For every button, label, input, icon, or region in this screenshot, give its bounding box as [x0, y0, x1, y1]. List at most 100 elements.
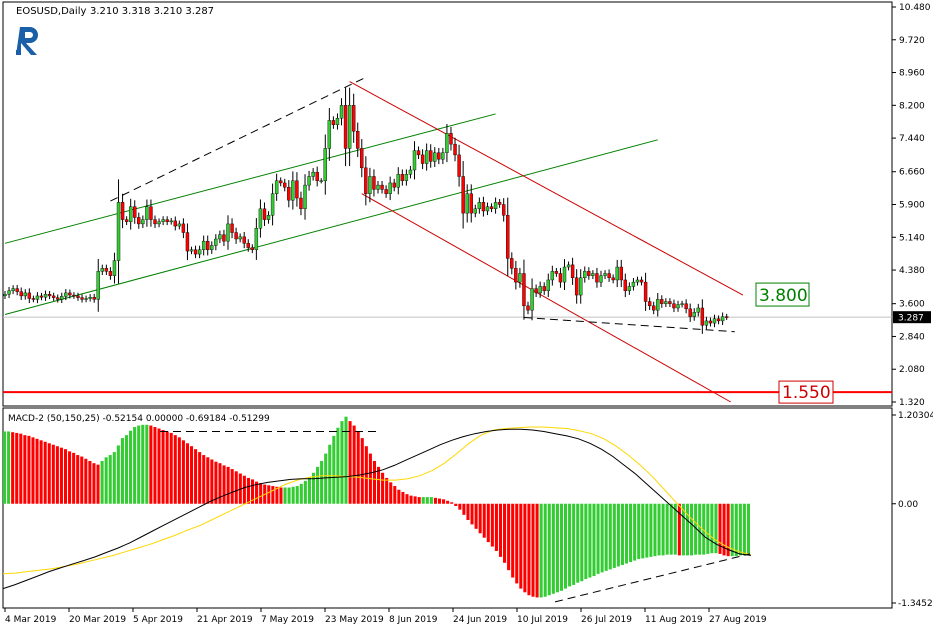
x-tick-label: 5 Apr 2019 — [133, 615, 183, 625]
descending-channel-upper — [349, 81, 744, 296]
candle-body — [473, 208, 478, 214]
candle-body — [35, 295, 40, 300]
candle-body — [627, 286, 632, 291]
candle-body — [153, 219, 157, 225]
candle-body — [15, 288, 19, 292]
macd-bar — [145, 424, 149, 504]
candle-body — [420, 154, 425, 164]
macd-bar — [43, 441, 47, 504]
macd-tick-label: 0.00 — [898, 500, 918, 510]
macd-bar — [108, 455, 112, 504]
macd-bar — [340, 421, 344, 504]
macd-bar — [35, 438, 39, 504]
macd-bar — [559, 503, 563, 591]
candle-body — [696, 307, 700, 313]
candle-body — [157, 221, 161, 225]
macd-bar — [31, 437, 35, 504]
candle-body — [445, 133, 449, 153]
macd-bar — [190, 446, 194, 504]
candle-body — [364, 167, 368, 194]
macd-bar — [572, 503, 576, 585]
macd-bar — [246, 477, 250, 504]
macd-bar — [15, 432, 19, 504]
candle-body — [266, 215, 271, 220]
candle-body — [493, 202, 498, 210]
candle-body — [226, 223, 230, 242]
macd-bar — [76, 455, 80, 504]
macd-bar — [287, 487, 291, 504]
candle-body — [222, 234, 226, 242]
candle-body — [497, 202, 502, 205]
candle-body — [400, 174, 405, 181]
macd-bar — [23, 435, 27, 504]
macd-bar — [39, 440, 43, 504]
resistance-label-box — [755, 282, 810, 307]
macd-bar — [490, 503, 494, 547]
macd-bar — [316, 466, 320, 504]
macd-lines — [2, 426, 752, 603]
macd-bar — [746, 503, 750, 555]
macd-bar — [364, 446, 368, 504]
macd-bar — [474, 503, 478, 529]
current-price-box — [893, 311, 931, 324]
price-tick-label: 4.380 — [899, 266, 925, 276]
macd-bar — [437, 498, 442, 504]
candle-body — [457, 154, 461, 177]
macd-bar — [222, 465, 226, 504]
macd-bar — [633, 503, 637, 561]
macd-bar — [206, 457, 210, 504]
candle-body — [270, 193, 275, 216]
price-tick-label: 8.200 — [899, 101, 925, 111]
candle-body — [603, 273, 607, 276]
price-panel-border — [2, 1, 893, 407]
macd-bar — [702, 503, 706, 555]
macd-bar — [580, 503, 584, 582]
x-tick-label: 4 Mar 2019 — [5, 615, 57, 625]
macd-bar — [498, 503, 503, 557]
macd-bar — [271, 486, 275, 504]
candle-body — [562, 266, 567, 283]
candle-body — [274, 180, 279, 194]
candle-body — [477, 202, 482, 210]
candle-body — [206, 240, 210, 250]
macd-bar — [80, 456, 84, 504]
macd-bar — [389, 482, 393, 504]
macd-bar — [120, 438, 124, 504]
macd-bar — [511, 503, 515, 578]
macd-bar — [555, 503, 559, 593]
macd-bar — [539, 503, 543, 598]
candle-body — [112, 260, 117, 276]
macd-bar — [425, 497, 429, 504]
candle-body — [258, 208, 263, 229]
macd-bar — [344, 416, 348, 504]
candle-body — [291, 180, 295, 201]
candle-body — [688, 308, 692, 317]
macd-bar — [137, 425, 141, 504]
macd-bar — [320, 460, 324, 504]
candle-body — [554, 271, 559, 274]
broker-logo — [16, 27, 38, 55]
macd-bar — [299, 483, 303, 504]
support-label-box — [778, 380, 834, 404]
candle-body — [700, 307, 705, 326]
macd-bar — [523, 503, 527, 593]
macd-bar — [470, 503, 474, 525]
candle-body — [254, 228, 259, 250]
candle-body — [530, 288, 534, 311]
macd-bar — [714, 503, 718, 554]
macd-bar — [149, 425, 153, 504]
macd-bar — [3, 431, 7, 504]
candle-body — [558, 273, 563, 283]
candle-body — [327, 120, 332, 149]
macd-bar — [72, 452, 76, 504]
candle-body — [295, 180, 299, 199]
macd-bar — [685, 503, 690, 556]
macd-bar — [608, 503, 612, 570]
macd-bar — [653, 503, 657, 557]
macd-bar — [352, 425, 356, 504]
macd-bar — [665, 503, 669, 555]
macd-bar — [401, 491, 405, 504]
candle-body — [704, 320, 709, 326]
candle-body — [656, 299, 660, 311]
